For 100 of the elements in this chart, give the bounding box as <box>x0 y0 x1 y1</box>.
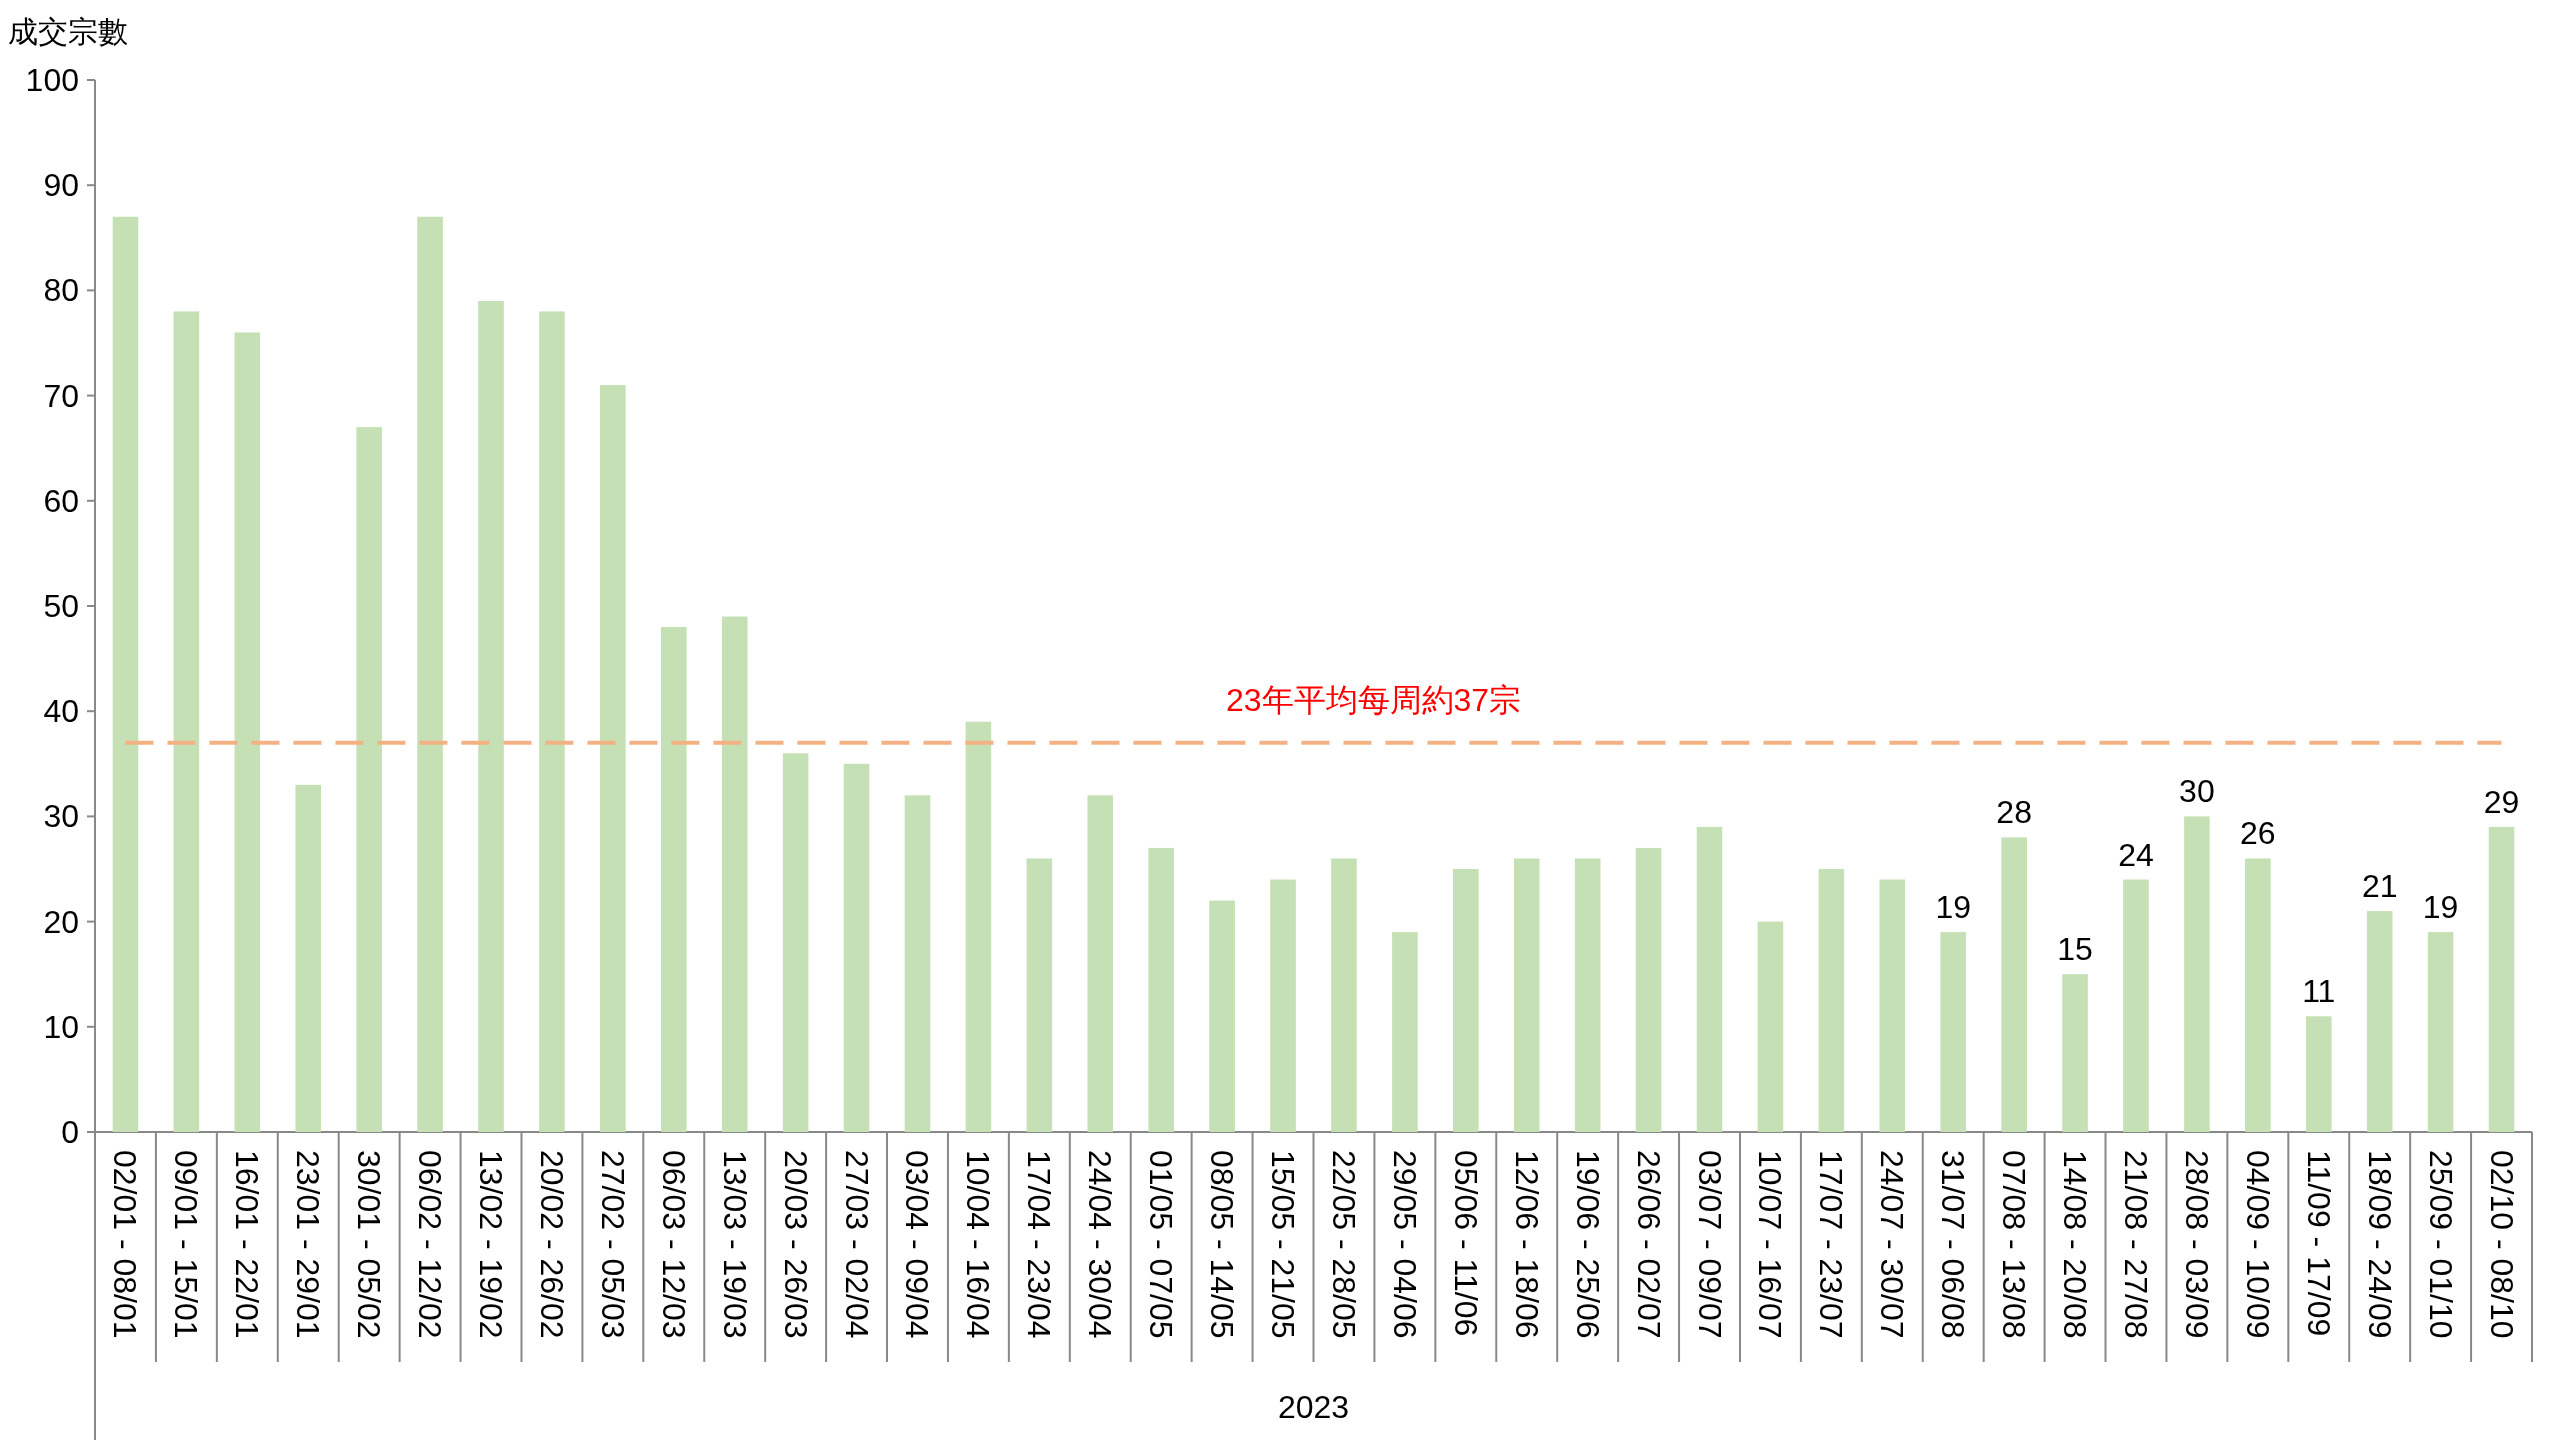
data-label: 19 <box>1935 889 1972 926</box>
x-tick-label: 08/05 - 14/05 <box>1204 1150 1241 1339</box>
bar <box>2062 974 2088 1132</box>
data-label: 26 <box>2240 815 2276 852</box>
x-tick-label: 01/05 - 07/05 <box>1143 1150 1180 1339</box>
y-tick-label: 40 <box>43 693 79 730</box>
bar <box>2305 1016 2332 1132</box>
x-tick-label: 20/03 - 26/03 <box>777 1150 814 1339</box>
bar <box>1026 858 1053 1132</box>
y-tick-label: 70 <box>43 377 79 414</box>
data-label: 29 <box>2483 783 2520 820</box>
bar <box>1818 869 1845 1132</box>
bar <box>1331 858 1357 1132</box>
bar <box>1392 932 1418 1132</box>
x-tick-label: 14/08 - 20/08 <box>2057 1150 2094 1339</box>
bar <box>965 721 992 1132</box>
x-tick-label: 10/07 - 16/07 <box>1752 1150 1789 1339</box>
y-tick-label: 80 <box>43 272 79 309</box>
bar <box>356 427 382 1132</box>
bar <box>539 311 565 1132</box>
bar <box>295 784 322 1132</box>
x-tick-label: 25/09 - 01/10 <box>2422 1150 2459 1339</box>
bar <box>2123 879 2149 1132</box>
x-tick-label: 21/08 - 27/08 <box>2117 1150 2154 1339</box>
bar <box>2488 826 2515 1132</box>
bar <box>112 216 139 1132</box>
bar <box>2245 858 2271 1132</box>
bar <box>1148 847 1174 1132</box>
x-tick-label: 22/05 - 28/05 <box>1325 1150 1362 1339</box>
x-tick-label: 28/08 - 03/09 <box>2178 1150 2215 1339</box>
x-tick-label: 17/04 - 23/04 <box>1021 1150 1058 1339</box>
x-tick-label: 26/06 - 02/07 <box>1630 1150 1667 1339</box>
x-tick-label: 13/02 - 19/02 <box>473 1150 510 1339</box>
x-axis-title: 2023 <box>1277 1389 1350 1425</box>
x-tick-label: 24/07 - 30/07 <box>1874 1150 1911 1339</box>
data-label: 28 <box>1996 794 2032 831</box>
bar <box>478 300 504 1132</box>
x-tick-label: 06/03 - 12/03 <box>655 1150 692 1339</box>
x-tick-label: 20/02 - 26/02 <box>533 1150 570 1339</box>
y-tick-label: 30 <box>43 798 79 835</box>
bar <box>1574 858 1601 1132</box>
x-tick-label: 27/02 - 05/03 <box>594 1150 631 1339</box>
x-tick-label: 19/06 - 25/06 <box>1569 1150 1606 1339</box>
bar <box>1209 900 1235 1132</box>
bar <box>2184 816 2210 1132</box>
bar <box>1757 921 1784 1132</box>
x-tick-label: 12/06 - 18/06 <box>1508 1150 1545 1339</box>
x-tick-label: 07/08 - 13/08 <box>1996 1150 2033 1339</box>
x-tick-label: 27/03 - 02/04 <box>838 1150 875 1339</box>
bar <box>2366 911 2393 1132</box>
y-axis-title: 成交宗數 <box>8 15 128 48</box>
x-tick-label: 06/02 - 12/02 <box>412 1150 449 1339</box>
x-tick-label: 29/05 - 04/06 <box>1386 1150 1423 1339</box>
y-tick-label: 100 <box>25 62 79 98</box>
y-tick-label: 90 <box>43 167 79 204</box>
x-tick-label: 03/07 - 09/07 <box>1691 1150 1728 1339</box>
data-label: 21 <box>2361 868 2398 905</box>
x-tick-label: 30/01 - 05/02 <box>351 1150 388 1339</box>
x-tick-label: 16/01 - 22/01 <box>229 1150 266 1339</box>
bar <box>1940 932 1967 1132</box>
x-tick-label: 24/04 - 30/04 <box>1082 1150 1119 1339</box>
x-tick-label: 15/05 - 21/05 <box>1265 1150 1302 1339</box>
ref-line-label: 23年平均每周約37宗 <box>1225 681 1522 718</box>
bar <box>1635 847 1662 1132</box>
y-tick-label: 0 <box>61 1114 79 1150</box>
bar <box>173 311 200 1132</box>
x-tick-label: 10/04 - 16/04 <box>960 1150 997 1339</box>
data-label: 30 <box>2179 773 2215 810</box>
x-tick-label: 04/09 - 10/09 <box>2239 1150 2276 1339</box>
bar <box>1513 858 1540 1132</box>
bar <box>660 627 687 1132</box>
y-tick-label: 50 <box>43 588 79 624</box>
data-label: 15 <box>2057 931 2093 968</box>
x-tick-label: 23/01 - 29/01 <box>290 1150 327 1339</box>
bar <box>600 385 626 1132</box>
x-tick-label: 02/10 - 08/10 <box>2483 1150 2520 1339</box>
data-label: 19 <box>2422 889 2459 926</box>
bar <box>843 763 870 1132</box>
y-tick-label: 60 <box>43 482 79 519</box>
bar <box>1270 879 1296 1132</box>
bar <box>1087 795 1114 1132</box>
bar <box>417 216 443 1132</box>
x-tick-label: 31/07 - 06/08 <box>1935 1150 1972 1339</box>
x-tick-label: 02/01 - 08/01 <box>107 1150 144 1339</box>
bar <box>2427 932 2454 1132</box>
x-tick-label: 05/06 - 11/06 <box>1447 1150 1484 1337</box>
y-tick-label: 10 <box>43 1008 79 1045</box>
x-tick-label: 13/03 - 19/03 <box>716 1150 753 1339</box>
y-tick-label: 20 <box>43 903 79 940</box>
x-tick-label: 03/04 - 09/04 <box>899 1150 936 1339</box>
x-tick-label: 17/07 - 23/07 <box>1813 1150 1850 1339</box>
bar <box>2001 837 2027 1132</box>
bar <box>904 795 931 1132</box>
bar <box>1453 869 1479 1132</box>
bar <box>234 332 261 1132</box>
bar <box>1879 879 1906 1132</box>
x-tick-label: 11/09 - 17/09 <box>2300 1150 2337 1337</box>
bar <box>721 616 748 1132</box>
data-label: 11 <box>2302 973 2336 1010</box>
data-label: 24 <box>2118 836 2154 873</box>
